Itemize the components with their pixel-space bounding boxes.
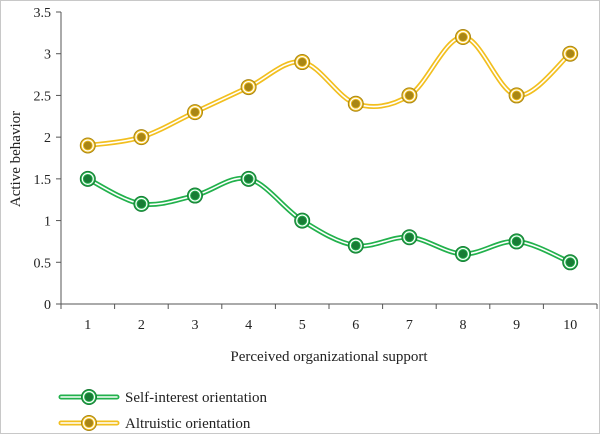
legend: Self-interest orientation Altruistic orie…	[58, 389, 268, 432]
data-point	[240, 170, 257, 187]
data-point	[187, 104, 203, 121]
data-point	[187, 187, 203, 204]
point-core	[85, 393, 93, 401]
legend-marker	[81, 389, 97, 405]
legend-item-self-interest: Self-interest orientation	[58, 389, 268, 406]
y-tick-label: 0	[44, 298, 51, 313]
x-tick-label: 6	[352, 318, 359, 333]
point-core	[405, 233, 414, 242]
data-point	[79, 170, 96, 187]
data-point	[562, 45, 579, 62]
y-tick-label: 0.5	[34, 256, 52, 271]
point-core	[405, 91, 414, 100]
x-tick-label: 9	[513, 318, 520, 333]
data-point	[347, 237, 364, 254]
point-core	[512, 237, 521, 246]
legend-label: Self-interest orientation	[125, 390, 268, 406]
point-core	[512, 91, 521, 100]
x-tick-label: 8	[460, 318, 467, 333]
data-point	[455, 29, 471, 46]
y-tick-label: 1	[44, 215, 51, 230]
point-core	[85, 419, 93, 427]
x-tick-label: 7	[406, 318, 413, 333]
data-point	[508, 233, 525, 250]
data-point	[294, 212, 311, 229]
x-tick-label: 5	[299, 318, 306, 333]
y-tick-label: 3.5	[34, 6, 52, 21]
axes: 0 0.5 1 1.5 2 2.5 3 3.5 1 2 3 4 5 6 7 8 9 10	[34, 6, 598, 333]
point-core	[298, 58, 307, 67]
y-tick-label: 2.5	[34, 89, 52, 104]
point-core	[459, 249, 467, 258]
series-line-outer	[85, 175, 573, 265]
point-core	[137, 133, 146, 142]
point-core	[191, 191, 199, 200]
point-core	[244, 83, 253, 92]
data-point	[562, 254, 579, 271]
y-tick-label: 2	[44, 131, 51, 146]
legend-item-altruistic: Altruistic orientation	[58, 415, 251, 432]
x-tick-label: 10	[563, 318, 577, 333]
plot-area	[79, 29, 579, 271]
x-tick-label: 2	[138, 318, 145, 333]
point-core	[459, 33, 467, 42]
point-core	[298, 216, 307, 225]
point-core	[137, 199, 146, 208]
data-point	[401, 87, 418, 104]
series-line-inner	[87, 36, 571, 147]
series-altruistic	[79, 29, 579, 154]
data-point	[455, 245, 471, 262]
data-point	[401, 229, 418, 246]
point-core	[351, 241, 360, 250]
series-self-interest	[79, 170, 579, 271]
data-point	[294, 54, 311, 71]
data-point	[79, 137, 96, 154]
data-point	[133, 129, 150, 146]
data-point	[240, 79, 257, 96]
point-core	[244, 174, 253, 183]
y-tick-label: 3	[44, 48, 51, 63]
data-point	[347, 95, 364, 112]
x-axis-title: Perceived organizational support	[230, 349, 428, 365]
y-tick-label: 1.5	[34, 173, 52, 188]
legend-label: Altruistic orientation	[125, 416, 251, 432]
point-core	[191, 108, 199, 117]
x-tick-label: 3	[192, 318, 199, 333]
series-line-inner	[87, 177, 571, 264]
point-core	[566, 49, 575, 58]
point-core	[351, 99, 360, 108]
x-tick-label: 1	[84, 318, 91, 333]
point-core	[83, 141, 92, 150]
legend-marker	[81, 415, 97, 431]
data-point	[133, 195, 150, 212]
point-core	[83, 174, 92, 183]
y-axis-title: Active behavior	[8, 111, 24, 207]
x-tick-label: 4	[245, 318, 252, 333]
data-point	[508, 87, 525, 104]
point-core	[566, 258, 575, 267]
